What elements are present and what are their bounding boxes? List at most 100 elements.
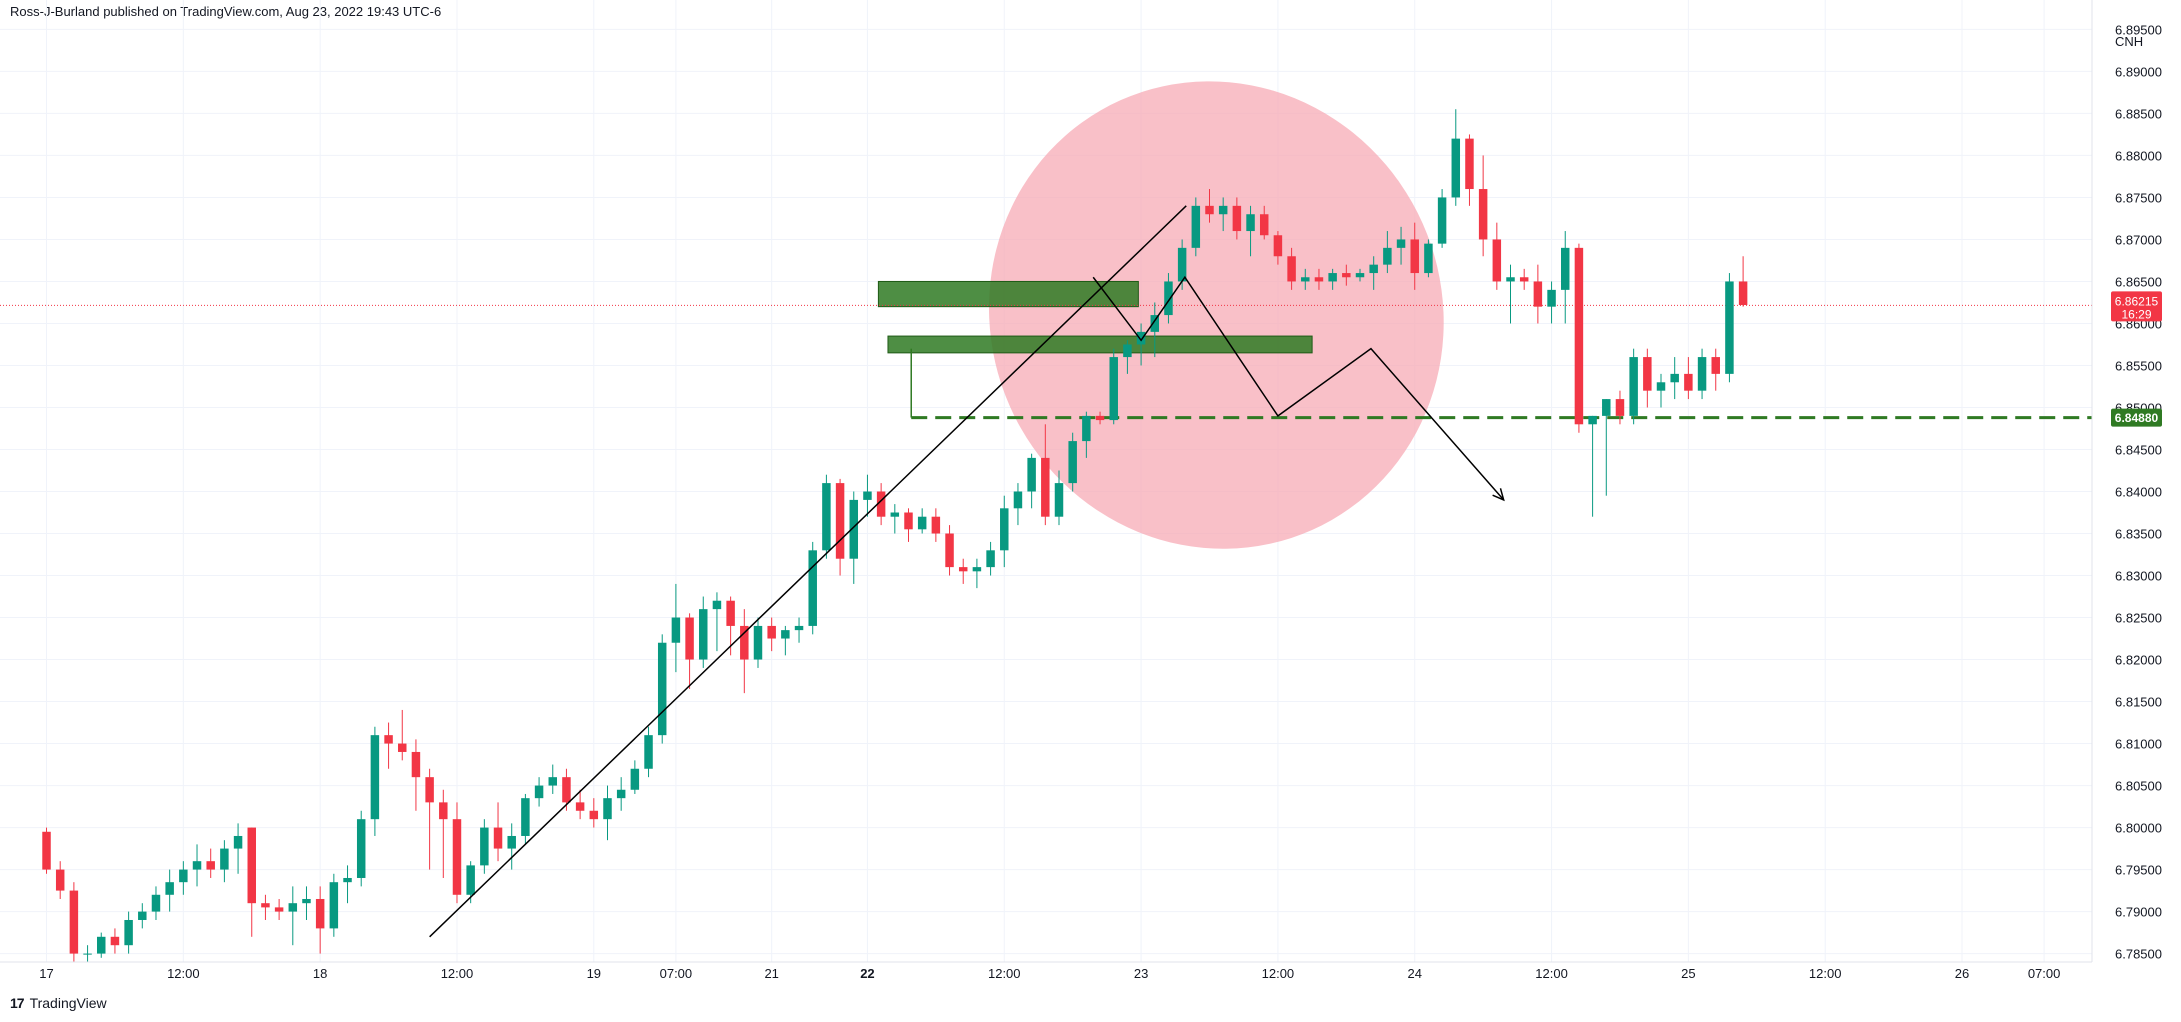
candle-body (808, 550, 817, 626)
candle-body (890, 512, 900, 517)
candle-body (1342, 273, 1351, 278)
y-tick-label: 6.82500 (2115, 611, 2162, 626)
arrow-head (1492, 488, 1505, 502)
trendline (429, 205, 1187, 938)
candle-body (370, 735, 380, 820)
candle-body (1150, 315, 1160, 332)
highlight-ellipse (988, 81, 1444, 549)
time-axis[interactable]: 17 12:00 18 12:00 19 07:00 21 22 12:00 23 12:00 24 1… (39, 966, 2060, 981)
footer-brand[interactable]: 17 TradingView (10, 995, 107, 1011)
candle-body (699, 609, 708, 660)
candle-body (247, 827, 256, 904)
y-tick-label: 6.79000 (2115, 905, 2162, 920)
candle-body (1013, 491, 1023, 509)
drawings (429, 205, 1505, 938)
candle-body (616, 789, 626, 799)
candle-body (1273, 235, 1283, 257)
candle-body (1697, 357, 1707, 391)
candle-body (69, 890, 79, 954)
candle-body (1177, 247, 1187, 282)
candle-body (425, 777, 434, 803)
candle-body (1478, 189, 1488, 240)
candle-body (1259, 214, 1269, 236)
candle-body (220, 848, 229, 870)
candle-body (1314, 277, 1324, 282)
candle-body (261, 903, 270, 908)
candle-body (480, 827, 489, 866)
x-tick-label: 22 (860, 966, 874, 981)
y-tick-label: 6.81000 (2115, 737, 2162, 752)
candle-body (1246, 214, 1255, 232)
candle-body (603, 798, 612, 820)
candle-body (138, 911, 147, 920)
candle-body (411, 751, 421, 778)
highlight-ellipse-layer (988, 81, 1444, 549)
candle-body (1738, 281, 1748, 305)
y-tick-label: 6.89000 (2115, 64, 2162, 79)
candle-body (233, 835, 243, 849)
x-tick-label: 12:00 (1809, 966, 1842, 981)
y-tick-label: 6.82000 (2115, 653, 2162, 668)
candle-body (1492, 239, 1502, 282)
candle-body (1000, 508, 1009, 551)
candle-body (1328, 273, 1337, 282)
published-by-text: Ross-J-Burland published on TradingView.… (10, 4, 442, 19)
candle-body (1164, 281, 1173, 316)
candle-body (97, 936, 106, 954)
candle-body (644, 735, 653, 769)
candle-body (493, 827, 503, 849)
candle-body (1711, 357, 1720, 374)
candle-body (1506, 277, 1515, 282)
candle-body (1095, 415, 1105, 421)
candle-body (1533, 281, 1543, 307)
candle-body (917, 516, 927, 530)
level-price-badge (2111, 408, 2162, 427)
candles (42, 109, 1748, 962)
projection-path (1092, 275, 1505, 501)
candle-body (1232, 205, 1242, 232)
candle-body (863, 491, 872, 500)
candle-body (165, 882, 174, 895)
candle-body (1301, 277, 1310, 282)
candle-body (781, 630, 790, 639)
x-tick-label: 19 (587, 966, 601, 981)
price-axis[interactable]: CNH 6.78500 6.79000 6.79500 6.80000 6.80500 6… (2115, 22, 2162, 961)
candle-body (657, 642, 667, 736)
candle-body (42, 831, 51, 870)
candle-body (1369, 264, 1378, 274)
candle-body (931, 516, 941, 534)
candle-body (1465, 138, 1474, 190)
x-tick-label: 12:00 (441, 966, 474, 981)
candle-body (945, 533, 954, 568)
candle-body (1082, 415, 1091, 442)
candle-body (1451, 138, 1461, 198)
candle-body (972, 567, 982, 572)
x-tick-label: 12:00 (988, 966, 1021, 981)
candle-body (822, 483, 831, 551)
candle-body (179, 869, 188, 883)
candle-body (356, 819, 366, 878)
candle-body (1068, 441, 1077, 484)
candle-body (1670, 373, 1679, 383)
candle-body (110, 936, 120, 946)
supply-zone (887, 335, 1313, 354)
x-tick-label: 23 (1134, 966, 1148, 981)
y-tick-label: 6.85500 (2115, 358, 2162, 373)
candle-body (1547, 289, 1556, 307)
candle-body (726, 600, 735, 626)
candle-body (1437, 197, 1447, 244)
candle-body (1191, 205, 1201, 248)
candle-body (1041, 457, 1050, 517)
candle-body (274, 907, 284, 912)
x-tick-label: 26 (1955, 966, 1969, 981)
candle-body (1205, 205, 1214, 215)
y-tick-label: 6.79500 (2115, 863, 2162, 878)
candle-body (124, 919, 133, 946)
current-price-value: 6.86215 (2115, 294, 2159, 308)
candle-body (849, 499, 859, 559)
x-tick-label: 21 (764, 966, 778, 981)
y-tick-label: 6.80500 (2115, 779, 2162, 794)
y-tick-label: 6.84000 (2115, 485, 2162, 500)
